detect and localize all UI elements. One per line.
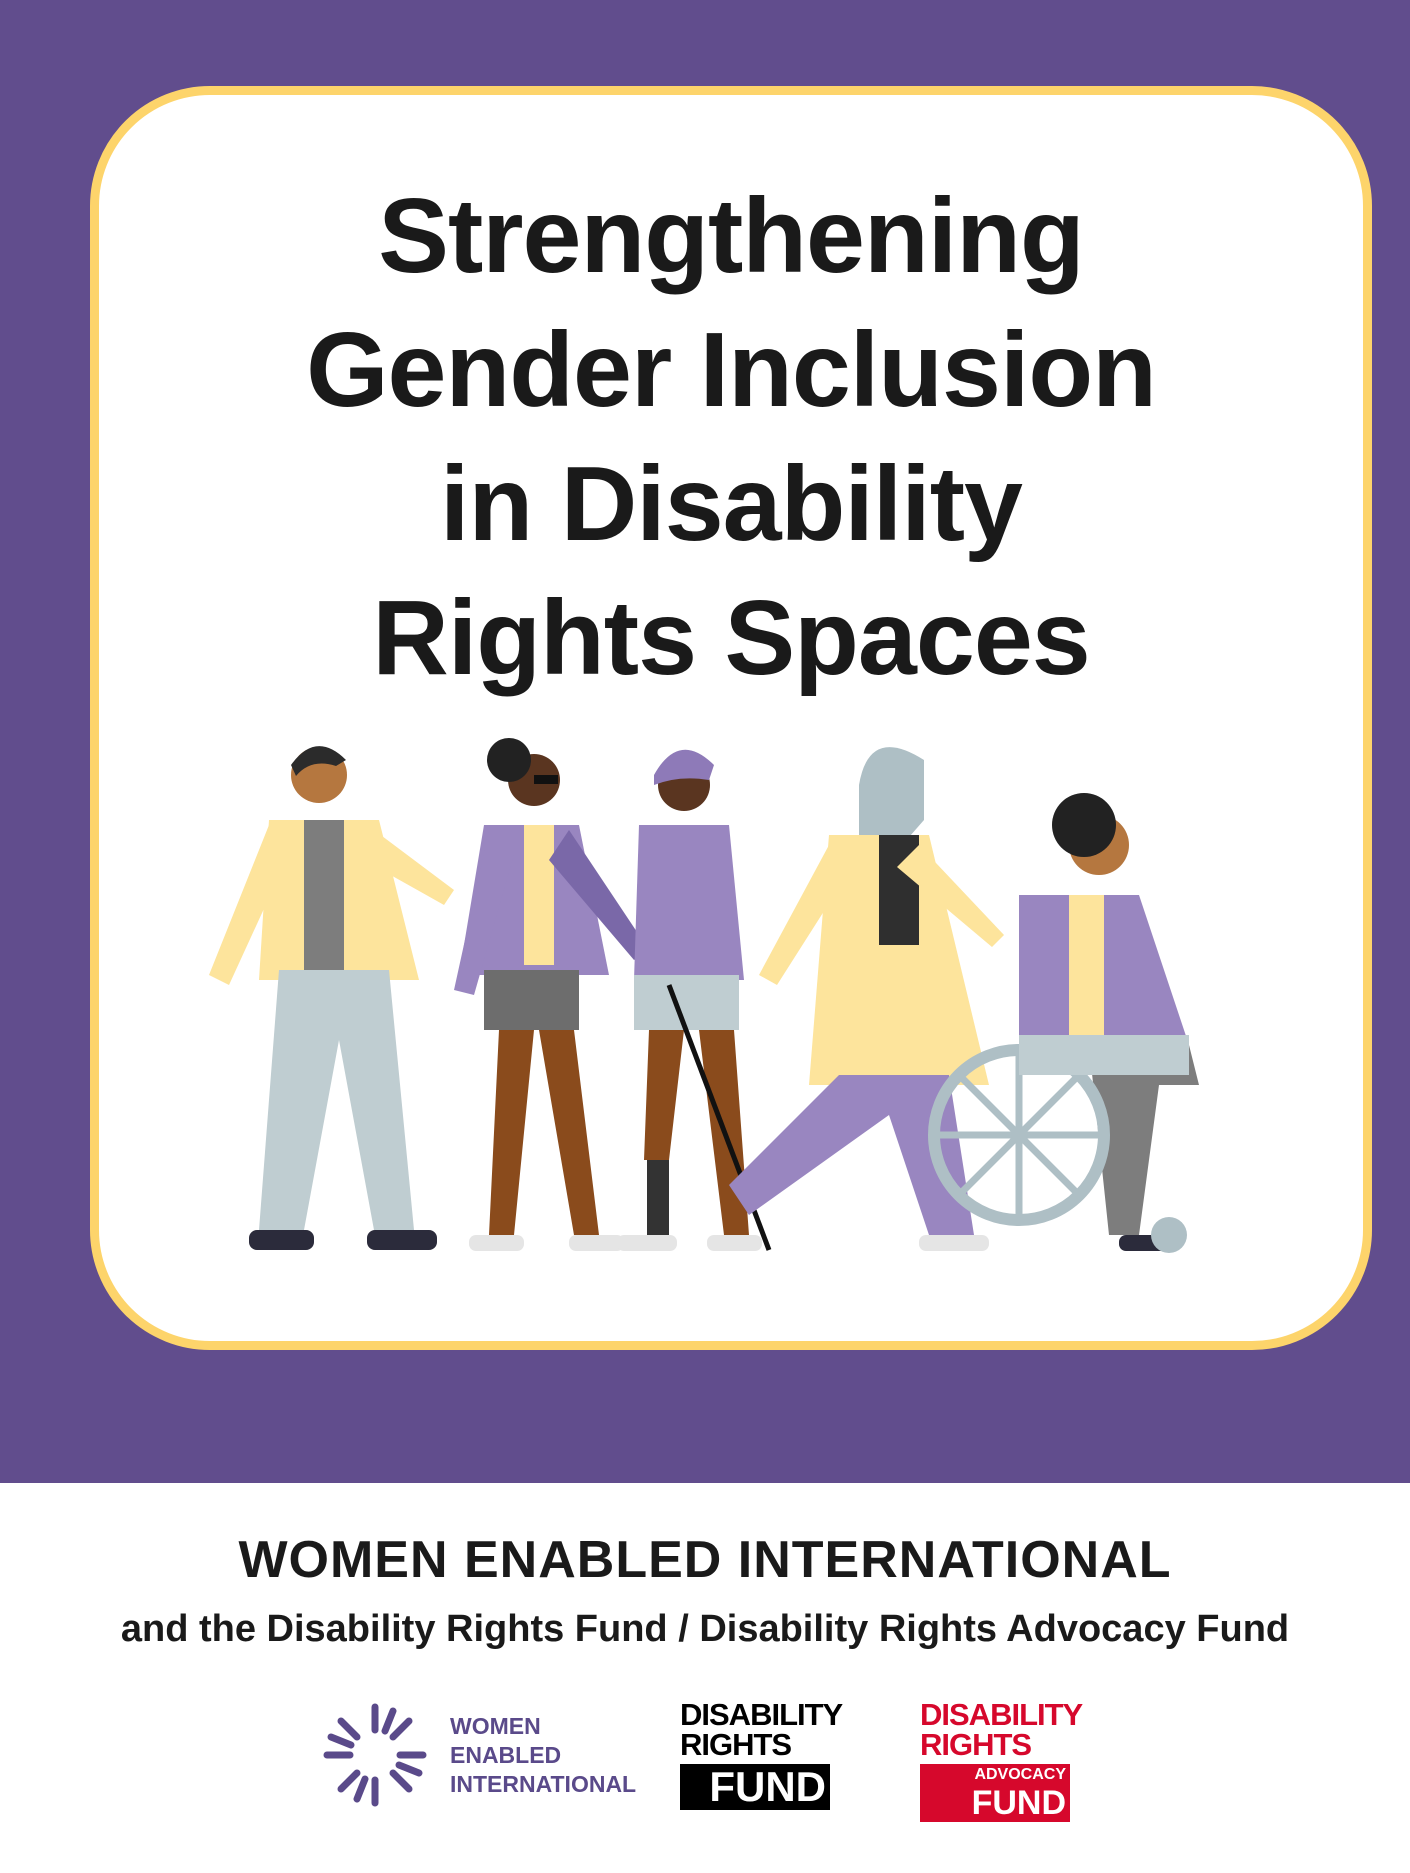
report-title: Strengthening Gender Inclusion in Disabi… — [99, 169, 1363, 705]
figure-blind-person-with-cane — [617, 749, 772, 1251]
disability-rights-fund-logo: DISABILITY RIGHTS FUND — [680, 1697, 850, 1825]
logo-fund-box: ADVOCACY FUND — [920, 1764, 1070, 1822]
logo-text: INTERNATIONAL — [450, 1771, 637, 1797]
logo-fund-box: FUND — [680, 1764, 830, 1810]
partner-logos: WOMEN ENABLED INTERNATIONAL DISABILITY R… — [310, 1690, 1140, 1840]
figure-man-walking — [209, 746, 454, 1250]
title-line: in Disability — [440, 445, 1023, 563]
logo-text: FUND — [971, 1784, 1066, 1822]
logo-text: WOMEN — [450, 1713, 541, 1739]
organization-name: WOMEN ENABLED INTERNATIONAL — [238, 1531, 1172, 1589]
logo-text: ADVOCACY — [974, 1766, 1066, 1783]
partners-line: and the Disability Rights Fund / Disabil… — [120, 1608, 1290, 1650]
women-enabled-international-logo: WOMEN ENABLED INTERNATIONAL — [310, 1690, 650, 1820]
title-line: Rights Spaces — [372, 579, 1090, 697]
disability-rights-advocacy-fund-logo: DISABILITY RIGHTS ADVOCACY FUND — [920, 1697, 1090, 1825]
logo-text: DISABILITY — [680, 1697, 843, 1732]
cover-background: Strengthening Gender Inclusion in Disabi… — [0, 0, 1410, 1483]
title-line: Gender Inclusion — [306, 311, 1157, 429]
logo-text: FUND — [709, 1763, 826, 1810]
people-illustration — [209, 738, 1199, 1253]
title-card: Strengthening Gender Inclusion in Disabi… — [90, 86, 1372, 1350]
logo-text: RIGHTS — [920, 1727, 1032, 1762]
figure-woman-sunglasses — [454, 738, 649, 1251]
figure-wheelchair-user — [928, 793, 1199, 1253]
logo-text: ENABLED — [450, 1742, 562, 1768]
title-line: Strengthening — [378, 177, 1084, 295]
logo-text: DISABILITY — [920, 1697, 1083, 1732]
logo-text: RIGHTS — [680, 1727, 792, 1762]
sunburst-icon — [323, 1703, 427, 1807]
figure-woman-hijab — [729, 747, 1004, 1251]
